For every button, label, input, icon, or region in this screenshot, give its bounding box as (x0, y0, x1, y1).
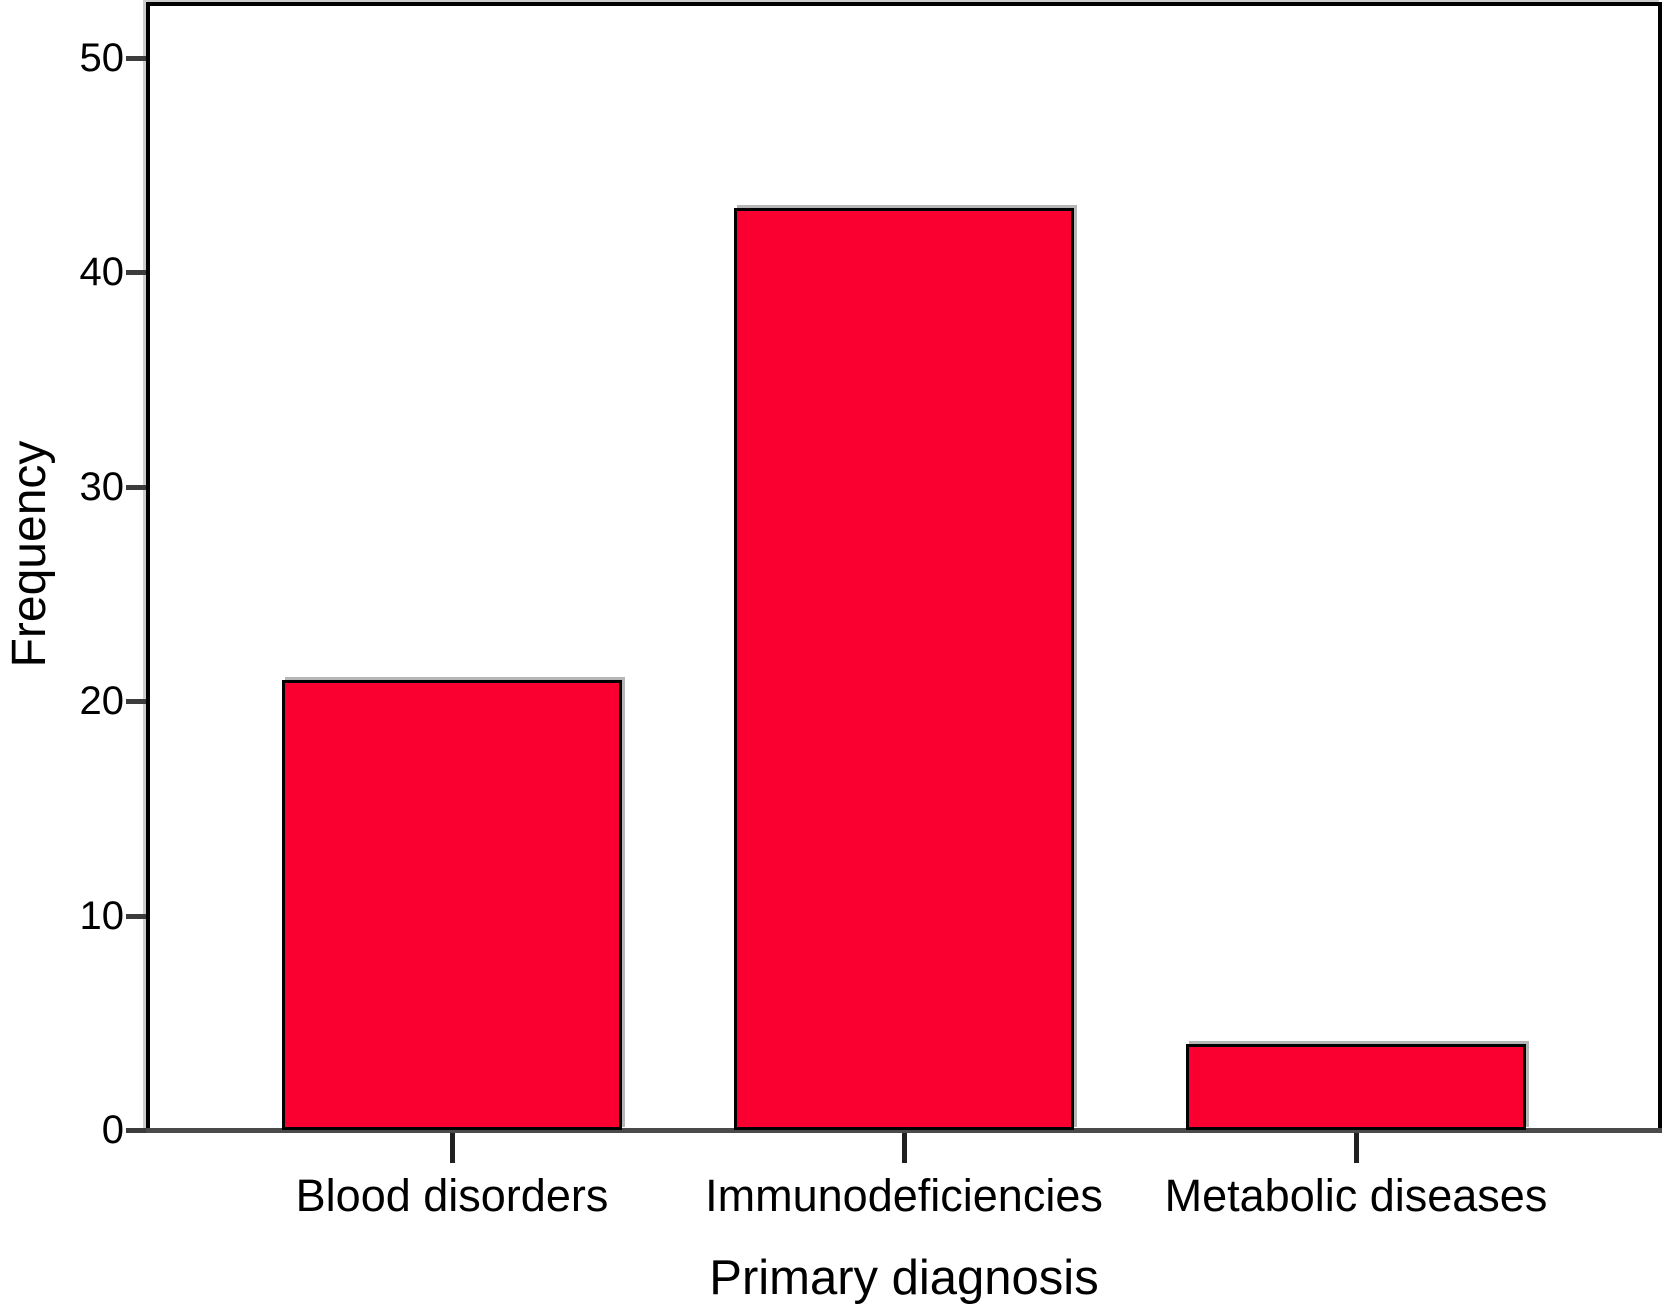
y-tick-label: 20 (79, 679, 125, 723)
bar-metabolic-diseases (1186, 1044, 1526, 1130)
x-category-label: Immunodeficiencies (705, 1170, 1103, 1221)
y-tick-label: 10 (79, 894, 125, 938)
x-axis-tick (1354, 1133, 1359, 1163)
x-axis-tick (902, 1133, 907, 1163)
y-axis-tick (126, 56, 146, 61)
y-axis-title: Frequency (3, 440, 56, 668)
y-axis-tick (126, 485, 146, 490)
bar-blood-disorders (282, 680, 622, 1130)
plot-frame (146, 2, 1662, 1130)
x-axis-tick (450, 1133, 455, 1163)
x-axis-title: Primary diagnosis (709, 1251, 1099, 1305)
y-tick-label: 50 (79, 36, 125, 80)
y-axis-tick (126, 1128, 146, 1133)
x-axis-baseline (126, 1128, 1662, 1133)
y-tick-label: 0 (101, 1108, 124, 1152)
x-category-label: Blood disorders (295, 1170, 609, 1221)
y-axis-tick (126, 699, 146, 704)
y-axis-tick (126, 270, 146, 275)
y-tick-label: 30 (79, 465, 125, 509)
y-axis-tick (126, 914, 146, 919)
x-category-label: Metabolic diseases (1164, 1170, 1548, 1221)
bar-immunodeficiencies (734, 208, 1074, 1130)
y-tick-label: 40 (79, 250, 125, 294)
